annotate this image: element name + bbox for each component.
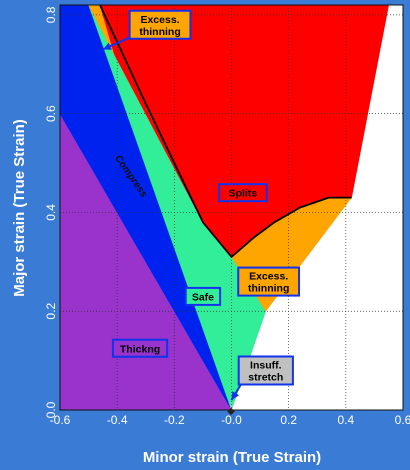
x-tick-label: -0.0 [221,413,242,427]
origin-marker: ◆ [227,406,235,417]
annotation-text-line2: stretch [248,371,283,383]
annotation-text-line2: thinning [139,26,180,38]
annotation-box [128,9,192,40]
plot-area-border [59,4,404,411]
annotation-text: Insuff. [250,359,282,371]
annotation-splits: Splits [218,183,268,203]
annotation-text: Excess. [249,271,288,283]
x-tick-label: -0.2 [164,413,185,427]
strain-regions [59,4,390,411]
annotation-box [111,338,169,358]
annotation-insuff-stretch: Insuff.stretch [230,355,294,401]
annotation-text: Safe [192,291,214,303]
y-tick-label: 0.2 [44,303,58,320]
annotation-text-line2: thinning [248,283,289,295]
x-tick-label: 0.6 [395,413,410,427]
annotation-text: Excess. [140,14,179,26]
x-tick-label: -0.4 [107,413,128,427]
y-tick-label: 0.0 [44,401,58,418]
arrow-head [102,42,112,50]
forming-limit-curve [99,4,352,259]
annotation-text: Splits [229,188,258,200]
annotation-excess-thinning: Excess.thinning [102,9,192,51]
region-annotations: Excess.thinningSplitsExcess.thinningSafe… [102,9,301,401]
x-axis-ticks: -0.6 -0.4 -0.2 -0.0 0.2 0.4 0.6 [50,413,410,427]
annotation-box [237,355,294,386]
annotation-thickng: Thickng [111,338,169,358]
y-tick-label: 0.6 [44,105,58,122]
arrow-head [231,391,240,401]
x-tick-label: 0.2 [280,413,297,427]
annotation-text: Thickng [120,343,160,355]
y-tick-label: 0.4 [44,204,58,221]
annotation-safe: Safe [184,286,222,306]
x-tick-label: -0.6 [50,413,71,427]
y-tick-label: 0.8 [44,6,58,23]
grid-lines [59,5,404,411]
annotation-excess-thinning: Excess.thinning [237,266,301,297]
y-axis-ticks: 0.0 0.2 0.4 0.6 0.8 [44,6,58,418]
x-tick-label: 0.4 [337,413,354,427]
y-axis-title: Major strain (True Strain) [11,119,28,297]
annotation-box [218,183,268,203]
annotation-box [184,286,222,306]
x-axis-title: Minor strain (True Strain) [143,449,321,466]
annotation-box [237,266,301,297]
